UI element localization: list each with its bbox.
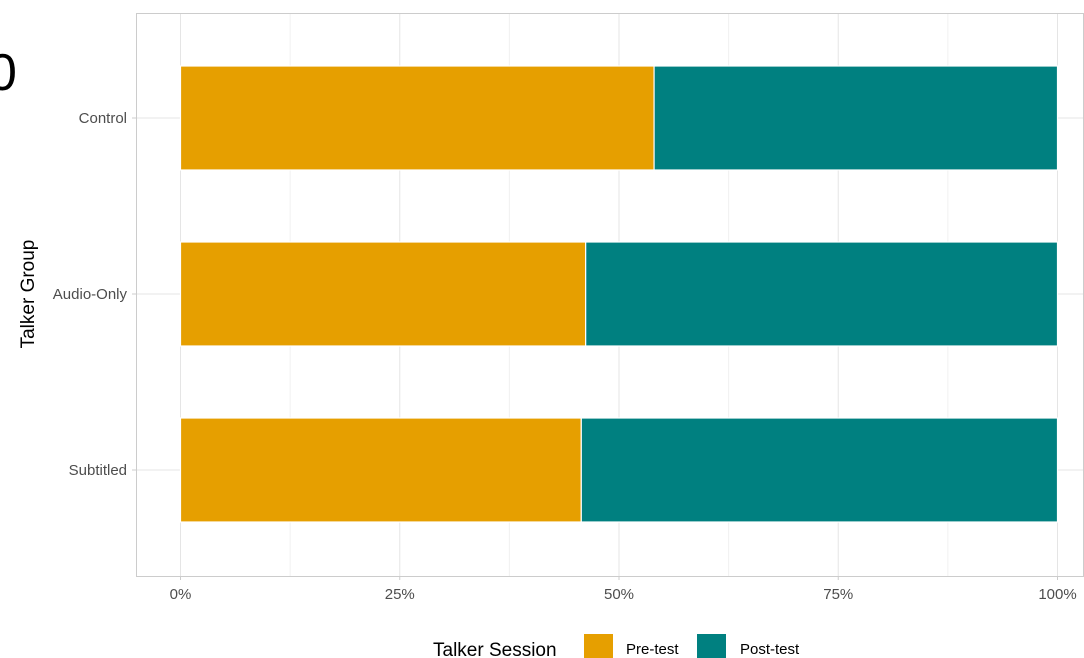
bars <box>179 65 1059 523</box>
bar-audio-only-post-test <box>585 241 1059 347</box>
x-tick-label: 75% <box>823 586 853 603</box>
legend-title: Talker Session <box>433 640 557 658</box>
x-tick-label: 50% <box>604 586 634 603</box>
bar-control-post-test <box>653 65 1059 171</box>
y-tick-label: Audio-Only <box>53 286 128 303</box>
bar-subtitled-post-test <box>580 417 1059 523</box>
y-axis-ticks: Control Audio-Only Subtitled <box>53 110 136 479</box>
x-axis-ticks: 0% 25% 50% 75% 100% <box>170 576 1077 603</box>
y-axis-title: Talker Group <box>18 240 39 349</box>
x-tick-label: 25% <box>385 586 415 603</box>
legend-key-pre-test <box>584 634 613 658</box>
bar-control-pre-test <box>179 65 655 171</box>
x-tick-label: 100% <box>1038 586 1076 603</box>
y-tick-label: Subtitled <box>69 462 127 479</box>
y-tick-label: Control <box>79 110 127 127</box>
bar-audio-only-pre-test <box>179 241 587 347</box>
legend-label: Post-test <box>740 641 800 658</box>
bar-subtitled-pre-test <box>179 417 582 523</box>
legend-key-post-test <box>697 634 726 658</box>
x-tick-label: 0% <box>170 586 192 603</box>
cropped-panel-letter: 0 <box>0 44 17 102</box>
legend-label: Pre-test <box>626 641 679 658</box>
legend: Talker Session Pre-test Post-test <box>433 634 800 658</box>
